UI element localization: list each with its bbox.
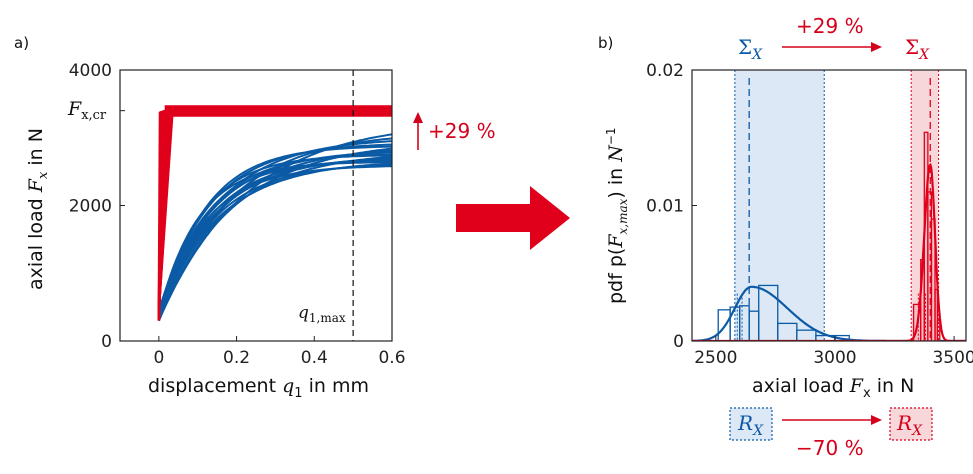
red-plateau-band <box>164 105 392 117</box>
panel-b-xtick-label: 3000 <box>813 348 856 368</box>
panel-b-ticks: 2500 3000 3500 0 0.01 0.02 <box>646 61 973 368</box>
red-histogram-bar <box>936 320 941 341</box>
panel-a-ytick-label: 4000 <box>69 61 112 81</box>
panel-a-xtick-label: 0.6 <box>378 348 405 368</box>
panel-a-label: a) <box>14 34 29 52</box>
bottom-change-arrowhead <box>871 415 882 425</box>
r-red-label: RX <box>896 411 923 439</box>
blue-pdf-curve <box>692 285 966 341</box>
panel-b-ytick-label: 0.02 <box>646 61 684 81</box>
panel-b-label: b) <box>598 34 613 52</box>
blue-histogram-bar <box>758 284 779 341</box>
panel-a-xtick-label: 0 <box>153 348 164 368</box>
r-blue-label: RX <box>737 411 764 439</box>
r-blue-box <box>729 407 773 441</box>
panel-b-ylabel: pdf p(Fx,max) in N−1 <box>604 127 630 304</box>
blue-load-curve <box>157 165 392 318</box>
panel-a-ylabel: axial load Fx in N <box>25 128 51 290</box>
red-pdf-curve <box>692 162 966 341</box>
panel-a-ticks: 0 0.2 0.4 0.6 0 2000 4000 <box>69 61 406 368</box>
panel-a-plot-area <box>157 70 392 341</box>
top-change-label: +29 % <box>796 14 864 38</box>
panel-a-xlabel: displacement q1 in mm <box>148 375 369 401</box>
qmax-label: q1,max <box>298 303 346 325</box>
panel-b-plot-area <box>692 70 966 341</box>
increase-label-a: +29 % <box>428 119 496 143</box>
panel-b-xtick-label: 2500 <box>694 348 737 368</box>
panel-a-xtick-label: 0.2 <box>223 348 250 368</box>
red-load-curve <box>157 108 392 312</box>
bottom-change-label: −70 % <box>796 436 864 460</box>
red-load-curve <box>157 107 392 310</box>
blue-load-curve <box>157 163 392 322</box>
sigma-blue-label: ΣX <box>738 35 763 63</box>
panel-b-xtick-label: 3500 <box>932 348 973 368</box>
top-change-arrowhead <box>871 42 882 52</box>
red-load-curve <box>157 107 392 309</box>
red-histogram-bar <box>930 218 936 341</box>
panel-a-ytick-label: 2000 <box>69 197 112 217</box>
panel-b-ytick-label: 0 <box>673 332 684 352</box>
transition-arrow <box>456 186 570 250</box>
panel-b-ytick-label: 0.01 <box>646 197 684 217</box>
panel-a-ytick-label: 0 <box>101 332 112 352</box>
red-histogram-bar <box>934 288 939 341</box>
fcr-label: Fx,cr <box>67 98 107 123</box>
sigma-red-label: ΣX <box>905 35 930 63</box>
r-red-box <box>889 407 933 441</box>
red-load-curve <box>157 107 392 311</box>
red-load-curve <box>157 106 392 308</box>
panel-b-xlabel: axial load Fx in N <box>752 375 914 401</box>
increase-arrowhead-a <box>413 112 423 123</box>
panel-a-xtick-label: 0.4 <box>301 348 328 368</box>
